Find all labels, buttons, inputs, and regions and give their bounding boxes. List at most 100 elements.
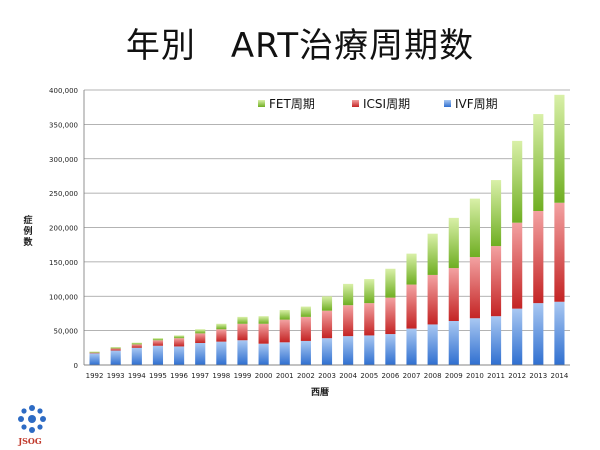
x-tick-label: 1992 [86,372,104,380]
bar-fet-1996 [174,335,185,339]
x-tick-label: 2012 [508,372,526,380]
bar-fet-2006 [385,268,396,298]
jsog-logo-icon [18,405,46,433]
y-tick-label: 350,000 [49,121,78,129]
legend-swatch-ivf [444,100,451,107]
bar-icsi-1994 [131,344,142,348]
bar-fet-2003 [321,296,333,311]
bar-fet-2007 [406,253,417,285]
x-tick-label: 2011 [487,372,505,380]
bar-icsi-2013 [533,211,544,304]
y-tick-label: 250,000 [49,190,78,198]
bar-fet-1995 [152,338,164,341]
bar-fet-2012 [512,140,523,223]
bar-icsi-1997 [195,333,206,343]
bar-ivf-2010 [469,318,480,365]
x-tick-label: 2007 [403,372,421,380]
bar-icsi-2000 [258,323,269,344]
y-tick-label: 150,000 [49,259,78,267]
bar-ivf-2011 [490,316,502,365]
bar-icsi-2002 [300,316,311,341]
bar-fet-2001 [279,310,290,320]
x-tick-label: 1997 [191,372,209,380]
bar-icsi-2001 [279,319,290,343]
x-tick-label: 2004 [339,372,357,380]
x-tick-label: 2000 [255,372,273,380]
x-tick-label: 2003 [318,372,336,380]
y-tick-label: 0 [74,362,78,370]
legend-swatch-fet [258,100,265,107]
bar-icsi-2009 [448,268,459,321]
bar-ivf-1997 [195,343,206,365]
bar-ivf-2014 [554,301,565,365]
bar-icsi-2007 [406,284,417,329]
legend-label-ivf: IVF周期 [455,97,498,111]
bar-fet-2002 [300,306,311,317]
bar-fet-2013 [533,114,544,211]
x-tick-label: 2014 [551,372,569,380]
legend-label-icsi: ICSI周期 [363,97,410,111]
bar-ivf-2001 [279,342,290,365]
bar-ivf-2004 [343,336,354,365]
bar-ivf-1999 [237,340,248,365]
bar-fet-1997 [195,329,206,334]
bar-fet-2009 [448,217,459,269]
x-tick-label: 2010 [466,372,484,380]
bar-icsi-2005 [364,303,375,336]
bar-icsi-2006 [385,297,396,335]
bar-icsi-2008 [427,274,438,325]
jsog-logo-text: JSOG [18,436,42,446]
y-tick-label: 400,000 [49,87,78,95]
bar-icsi-2010 [469,257,480,319]
bar-fet-1994 [131,342,142,345]
bar-ivf-1992 [89,353,100,365]
bar-icsi-1993 [110,348,121,351]
bar-fet-2008 [427,233,438,275]
x-tick-label: 2006 [381,372,399,380]
x-axis-label: 西暦 [310,388,329,398]
legend-swatch-icsi [352,100,359,107]
bar-ivf-2006 [385,334,396,365]
bar-ivf-1995 [152,345,164,365]
bar-icsi-1999 [237,323,248,341]
bar-ivf-2012 [512,308,523,365]
bar-icsi-1998 [216,329,227,342]
y-tick-label: 50,000 [54,328,79,336]
bar-icsi-1995 [152,340,164,346]
bar-fet-1993 [110,347,121,349]
bar-icsi-2011 [490,246,502,317]
y-tick-label: 300,000 [49,156,78,164]
bar-fet-1999 [237,316,248,324]
x-tick-label: 2002 [297,372,315,380]
bar-ivf-2005 [364,335,375,365]
x-tick-label: 2005 [360,372,378,380]
legend-label-fet: FET周期 [269,97,315,111]
y-axis-label: 症例数 [23,216,33,248]
page-title: 年別 ART治療周期数 [125,26,475,66]
bar-icsi-2012 [512,222,523,309]
bar-fet-2000 [258,316,269,324]
x-tick-label: 1994 [128,372,146,380]
bar-fet-2011 [490,180,502,247]
bar-fet-1998 [216,323,227,330]
bar-ivf-2009 [448,321,459,365]
x-tick-label: 1993 [107,372,125,380]
bar-ivf-1998 [216,341,227,365]
bar-fet-2010 [469,198,480,258]
bar-ivf-1993 [110,350,121,365]
bar-ivf-2013 [533,303,544,365]
y-tick-label: 100,000 [49,293,78,301]
x-tick-label: 2001 [276,372,294,380]
bar-icsi-1992 [89,352,100,354]
x-tick-label: 2009 [445,372,463,380]
bar-icsi-2003 [321,310,333,339]
bar-icsi-1996 [174,338,185,347]
bar-ivf-2002 [300,340,311,365]
bar-ivf-2007 [406,328,417,365]
x-tick-label: 1999 [234,372,252,380]
bar-ivf-2000 [258,343,269,365]
bar-ivf-2003 [321,338,333,365]
x-tick-label: 1995 [149,372,167,380]
bar-ivf-1994 [131,347,142,365]
